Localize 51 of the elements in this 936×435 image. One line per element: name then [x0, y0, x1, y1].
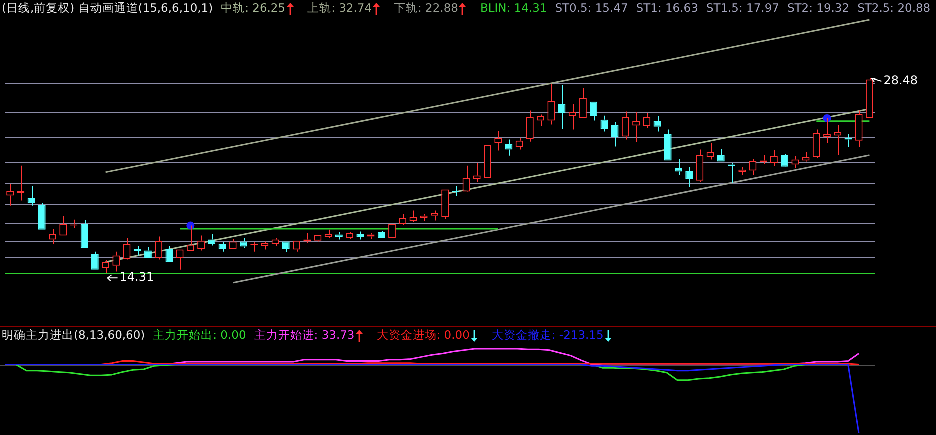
candlestick [324, 229, 332, 239]
text: ST2.5: 20.88 [858, 1, 931, 15]
candlestick [802, 152, 810, 162]
candlestick [430, 210, 438, 222]
series-label: 大资金撤走: -213.15 [492, 328, 604, 342]
candlestick [473, 162, 481, 183]
candlestick [654, 116, 662, 132]
candlestick [834, 124, 842, 156]
text: 下轨: 22.88 [394, 1, 458, 15]
candlestick [664, 129, 672, 161]
annotation: 14.31 [120, 270, 154, 284]
candlestick [580, 88, 587, 118]
candlestick [462, 165, 470, 192]
text: 上轨: 32.74 [308, 1, 372, 15]
candlestick [622, 111, 630, 140]
candlestick [548, 84, 556, 126]
text: ST1: 16.63 [636, 1, 698, 15]
candlestick [28, 186, 36, 206]
candlestick [155, 236, 163, 260]
text: ST2: 19.32 [787, 1, 850, 15]
text: ST1.5: 17.97 [706, 1, 780, 15]
text: ST0.5: 15.47 [555, 1, 628, 15]
candlestick [696, 149, 704, 183]
candlestick [304, 232, 312, 244]
ref-line-label: BLIN: 14.31 [480, 1, 548, 15]
candlestick [272, 238, 280, 247]
candlestick [218, 242, 226, 252]
candlestick [568, 104, 576, 130]
chart-title: (日线,前复权) 自动画通道(15,6,6,10,1) [2, 1, 214, 15]
candlestick [537, 114, 545, 127]
candlestick [6, 184, 14, 206]
candlestick [812, 129, 820, 159]
candlestick [166, 246, 174, 262]
candlestick [123, 238, 131, 260]
text: 28.48 [884, 74, 918, 88]
candlestick [526, 110, 534, 142]
candlestick [675, 158, 682, 176]
series-label: 大资金进场: 0.00 [376, 328, 470, 342]
series-label: 主力开始进: 33.73 [254, 328, 355, 342]
candlestick [261, 241, 269, 250]
chart-title: 明确主力进出(8,13,60,60) [2, 328, 146, 342]
candlestick [792, 156, 800, 169]
candlestick [590, 102, 598, 122]
text: 主力开始出: 0.00 [153, 328, 246, 342]
candlestick [208, 234, 216, 246]
candlestick [410, 210, 418, 223]
candlestick [855, 110, 863, 148]
candlestick [80, 220, 88, 248]
candlestick [378, 230, 386, 238]
candlestick [505, 139, 513, 156]
text: 中轨: 26.25 [221, 1, 286, 15]
